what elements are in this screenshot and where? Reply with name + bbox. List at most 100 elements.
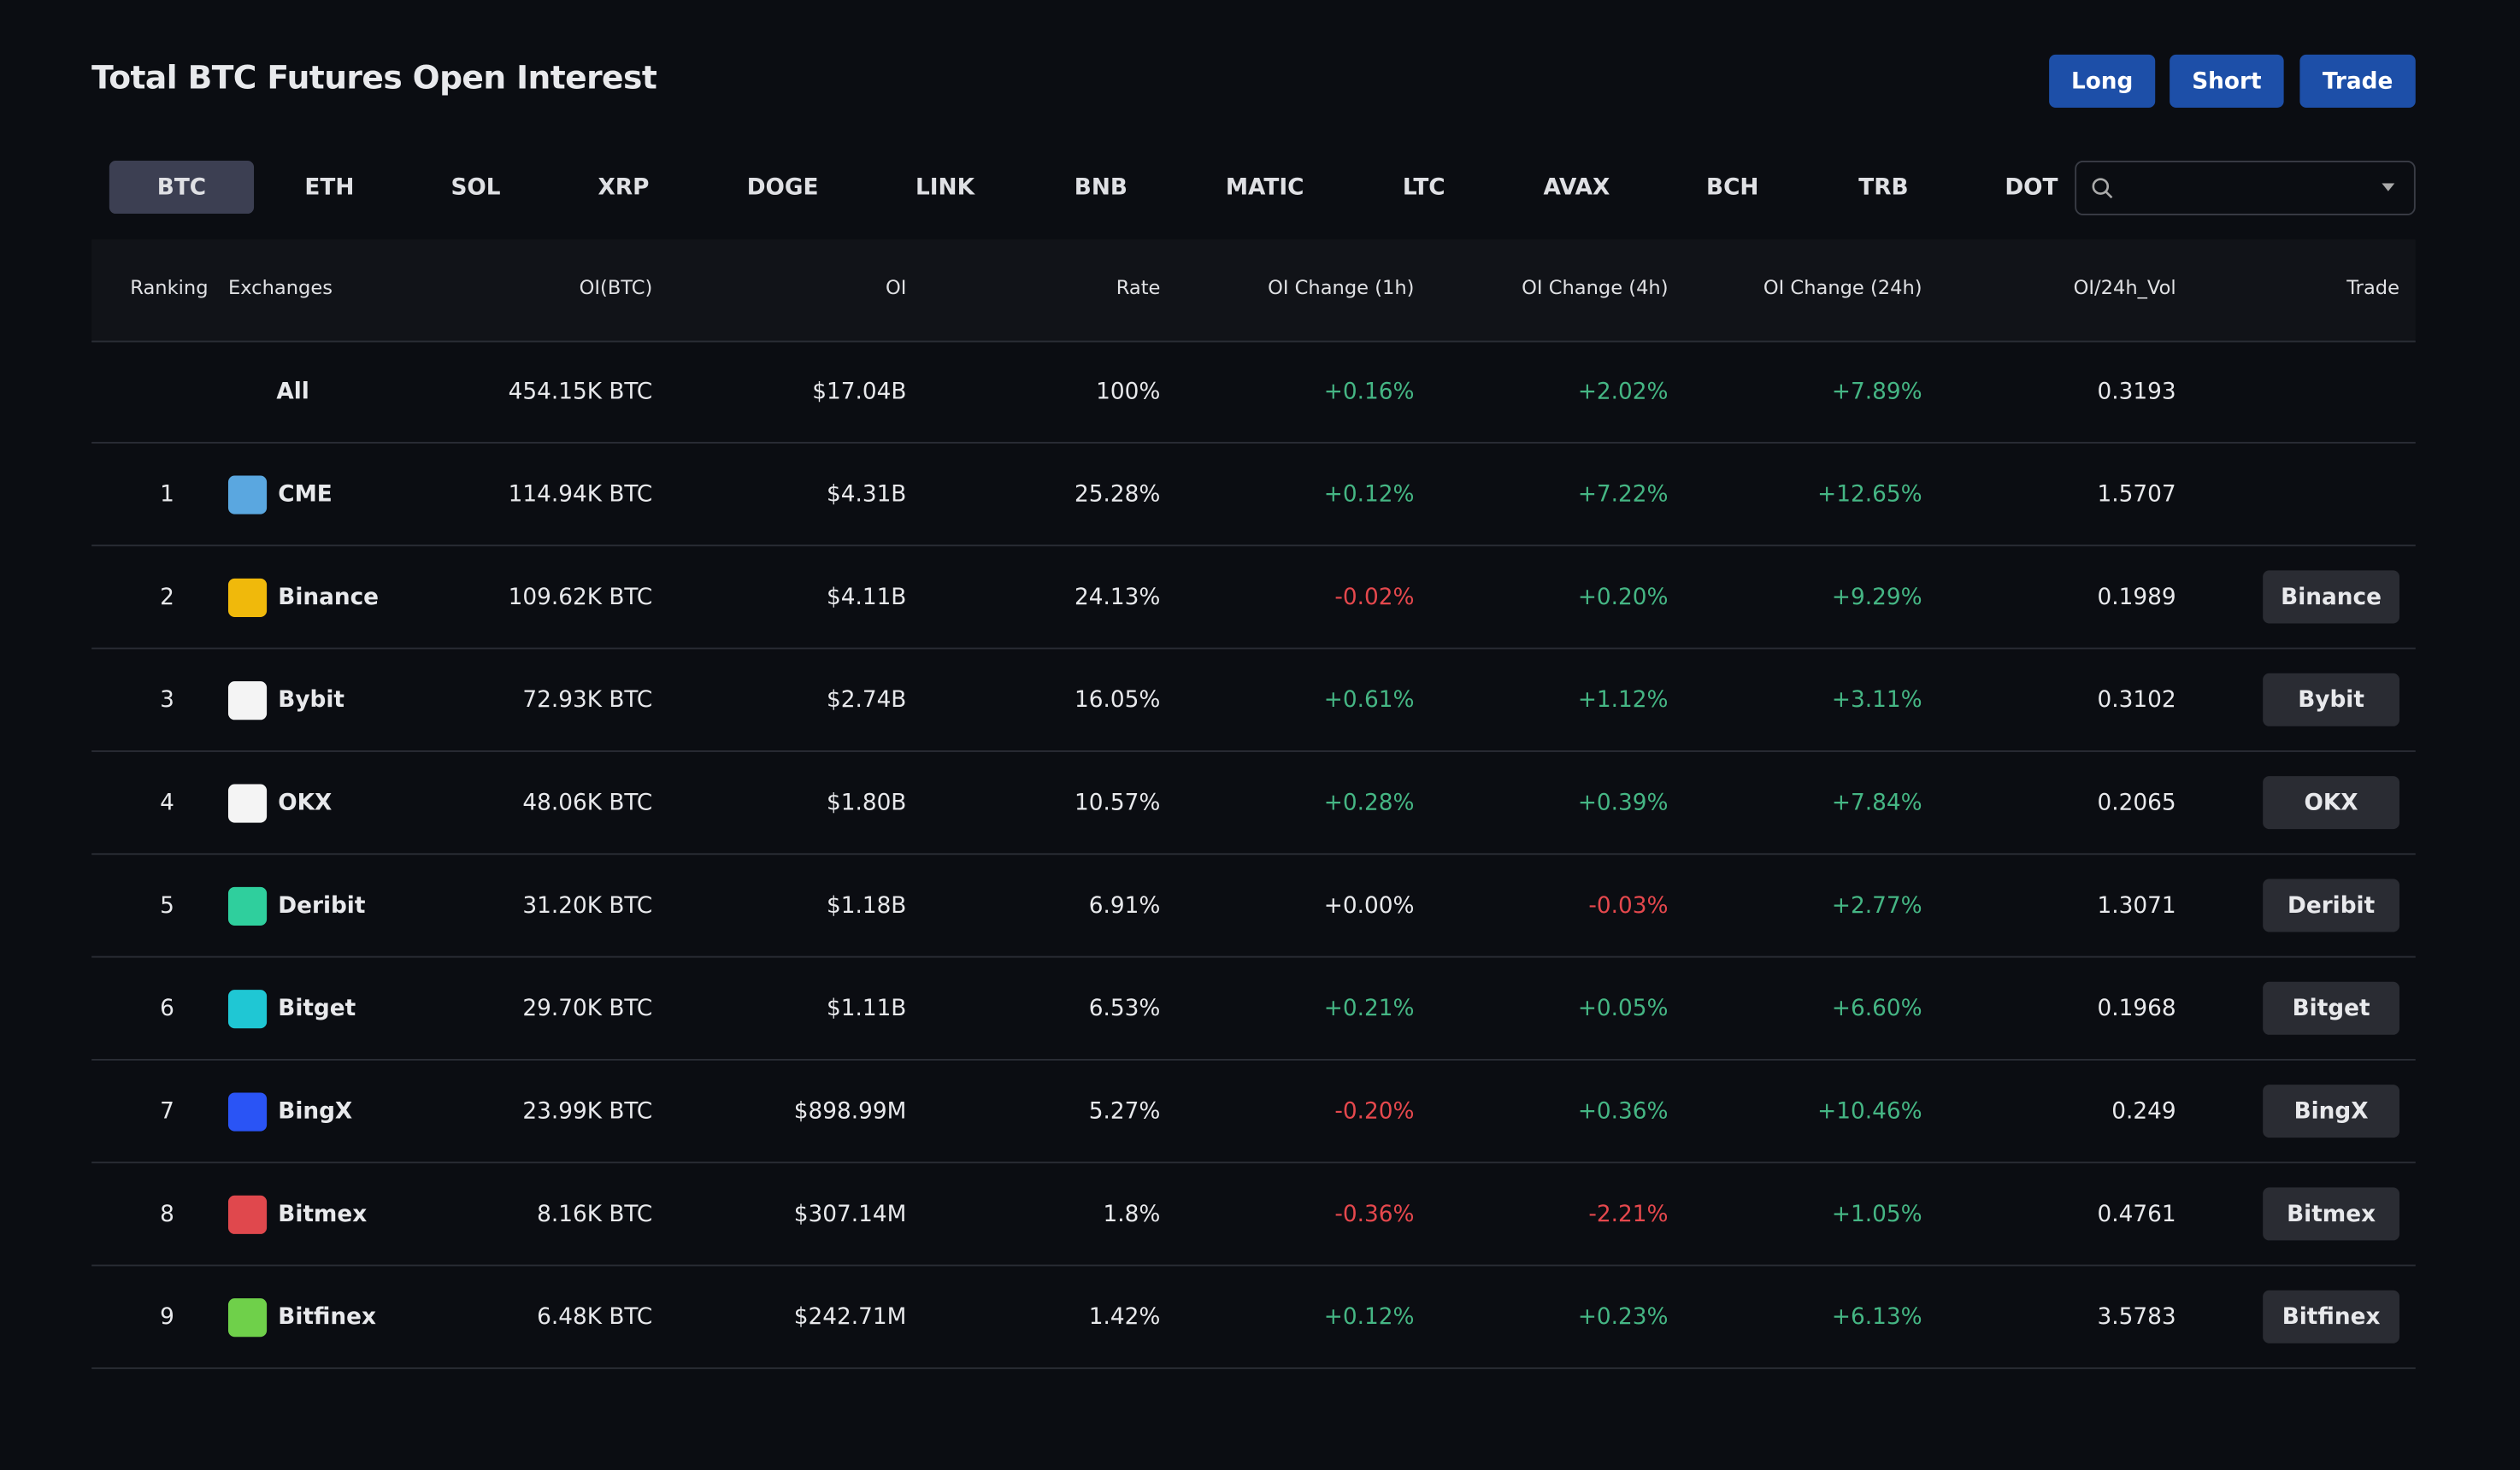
exchange-name: Bitget xyxy=(278,996,356,1022)
cell-ch24h: +6.60% xyxy=(1831,996,1922,1022)
cell-oi-btc: 72.93K BTC xyxy=(522,687,653,714)
cell-oi-btc: 109.62K BTC xyxy=(508,585,653,611)
coin-tab[interactable]: ETH xyxy=(304,173,355,201)
cell-rate: 16.05% xyxy=(1075,687,1161,714)
cell-oi: $2.74B xyxy=(826,687,907,714)
column-header: OI(BTC) xyxy=(579,276,653,299)
cell-ch24h: +3.11% xyxy=(1831,687,1922,714)
dropdown-arrow xyxy=(2382,183,2395,191)
action-button[interactable]: Short xyxy=(2170,54,2284,108)
table-header xyxy=(91,239,2416,343)
search-icon xyxy=(2092,178,2113,199)
table-row xyxy=(91,1163,2416,1267)
cell-ch1h: +0.12% xyxy=(1323,482,1415,509)
cell-oi-btc: 454.15K BTC xyxy=(508,379,653,405)
trade-button[interactable]: Binance xyxy=(2263,570,2399,624)
exchange-name: Bitfinex xyxy=(278,1304,377,1331)
coin-tab[interactable]: LTC xyxy=(1402,173,1445,201)
exchange-icon xyxy=(227,1298,268,1338)
ranking: 3 xyxy=(160,687,174,714)
action-button[interactable]: Long xyxy=(2049,54,2156,108)
cell-rate: 1.42% xyxy=(1088,1304,1161,1331)
cell-rate: 25.28% xyxy=(1075,482,1161,509)
cell-oi: $17.04B xyxy=(812,379,907,405)
coin-tab[interactable]: SOL xyxy=(450,173,501,201)
trade-button[interactable]: Bitfinex xyxy=(2263,1290,2399,1344)
cell-oi: $242.71M xyxy=(793,1304,907,1331)
search-box[interactable] xyxy=(2075,161,2416,215)
action-button[interactable]: Trade xyxy=(2299,54,2416,108)
coin-tab[interactable]: MATIC xyxy=(1225,173,1304,201)
table-row xyxy=(91,1061,2416,1164)
cell-oi-btc: 31.20K BTC xyxy=(522,893,653,920)
cell-ch24h: +7.84% xyxy=(1831,791,1922,817)
cell-oi-btc: 29.70K BTC xyxy=(522,996,653,1022)
cell-oi: $1.11B xyxy=(826,996,907,1022)
trade-button[interactable]: Bitmex xyxy=(2263,1187,2399,1241)
coin-tab[interactable]: LINK xyxy=(915,173,974,201)
coin-tab[interactable]: XRP xyxy=(598,173,650,201)
cell-ch1h: +0.28% xyxy=(1323,791,1415,817)
column-header: Trade xyxy=(2346,276,2399,299)
cell-rate: 24.13% xyxy=(1075,585,1161,611)
column-header: Rate xyxy=(1116,276,1161,299)
coin-tab[interactable]: DOT xyxy=(2005,173,2058,201)
exchange-icon xyxy=(227,475,268,514)
cell-rate: 6.91% xyxy=(1088,893,1161,920)
coin-tab[interactable]: BNB xyxy=(1074,173,1128,201)
trade-button[interactable]: OKX xyxy=(2263,776,2399,830)
cell-oi: $307.14M xyxy=(793,1202,907,1228)
cell-rate: 6.53% xyxy=(1088,996,1161,1022)
cell-ch24h: +9.29% xyxy=(1831,585,1922,611)
cell-ch4h: +1.12% xyxy=(1577,687,1669,714)
cell-vol: 0.249 xyxy=(2111,1098,2176,1126)
cell-vol: 0.1968 xyxy=(2097,996,2176,1022)
page-title: Total BTC Futures Open Interest xyxy=(91,57,657,97)
cell-ch1h: +0.61% xyxy=(1323,687,1415,714)
page: Total BTC Futures Open Interest Long Shor… xyxy=(91,54,2416,1369)
cell-oi: $898.99M xyxy=(793,1098,907,1126)
ranking: 5 xyxy=(160,893,174,920)
column-header: OI xyxy=(885,276,907,299)
exchange-icon xyxy=(227,1092,268,1132)
ranking: 7 xyxy=(160,1098,174,1126)
cell-ch4h: +0.23% xyxy=(1577,1304,1669,1331)
cell-ch1h: +0.12% xyxy=(1323,1304,1415,1331)
cell-ch4h: +7.22% xyxy=(1577,482,1669,509)
exchange-icon xyxy=(227,784,268,823)
trade-button[interactable]: BingX xyxy=(2263,1085,2399,1138)
coin-tab[interactable]: AVAX xyxy=(1543,173,1610,201)
trade-button[interactable]: Bitget xyxy=(2263,981,2399,1035)
column-header: OI Change (4h) xyxy=(1522,276,1669,299)
cell-ch24h: +6.13% xyxy=(1831,1304,1922,1331)
exchange-name: CME xyxy=(278,482,333,509)
table-row xyxy=(91,341,2416,444)
cell-oi-btc: 6.48K BTC xyxy=(537,1304,653,1331)
cell-oi: $4.31B xyxy=(826,482,907,509)
cell-ch1h: -0.36% xyxy=(1334,1202,1415,1228)
trade-button[interactable]: Bybit xyxy=(2263,673,2399,726)
cell-ch4h: -0.03% xyxy=(1588,893,1669,920)
table-row xyxy=(91,1267,2416,1369)
exchange-icon xyxy=(227,681,268,720)
trade-button[interactable]: Deribit xyxy=(2263,879,2399,932)
exchange-icon xyxy=(227,1195,268,1234)
table-row xyxy=(91,752,2416,856)
cell-ch24h: +10.46% xyxy=(1817,1098,1922,1126)
coin-tab[interactable]: BCH xyxy=(1706,173,1759,201)
cell-ch1h: -0.02% xyxy=(1334,585,1415,611)
coin-tab[interactable]: BTC xyxy=(109,161,255,215)
cell-rate: 100% xyxy=(1096,379,1161,405)
cell-ch24h: +1.05% xyxy=(1831,1202,1922,1228)
cell-vol: 0.4761 xyxy=(2097,1202,2176,1228)
ranking: 2 xyxy=(160,585,174,611)
cell-vol: 0.2065 xyxy=(2097,791,2176,817)
table-row xyxy=(91,650,2416,752)
table-row xyxy=(91,958,2416,1061)
exchange-name: Bitmex xyxy=(278,1202,368,1228)
cell-ch4h: +0.36% xyxy=(1577,1098,1669,1126)
cell-oi: $4.11B xyxy=(826,585,907,611)
cell-rate: 10.57% xyxy=(1075,791,1161,817)
coin-tab[interactable]: TRB xyxy=(1858,173,1909,201)
coin-tab[interactable]: DOGE xyxy=(746,173,819,201)
